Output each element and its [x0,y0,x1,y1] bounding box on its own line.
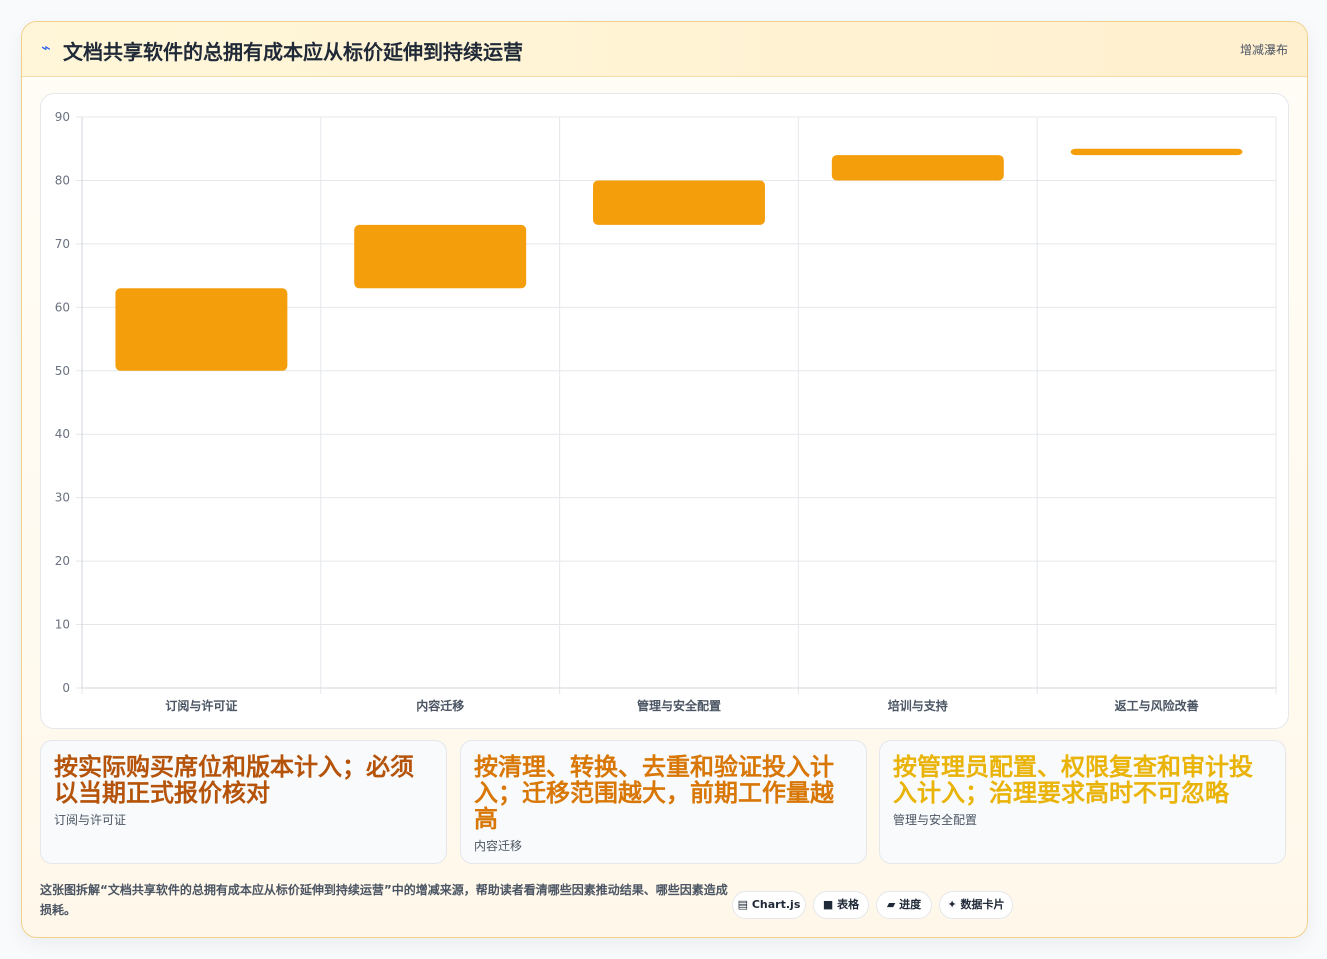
chart-description: 这张图拆解“文档共享软件的总拥有成本应从标价延伸到持续运营”中的增减来源，帮助读… [40,883,728,917]
pill-table[interactable]: ■ 表格 [813,891,869,919]
y-tick-label: 20 [55,554,70,568]
y-tick-label: 40 [55,427,70,441]
chart-panel: ⌁ 文档共享软件的总拥有成本应从标价延伸到持续运营 增减瀑布 0 10 20 30 40… [21,21,1308,938]
waterfall-bar [593,180,765,225]
panel-header: ⌁ 文档共享软件的总拥有成本应从标价延伸到持续运营 增减瀑布 [22,22,1307,77]
chart-card: 0 10 20 30 40 50 60 70 80 90 订阅与许可证 内容迁移 管理与安全配置 培训与支… [40,93,1289,729]
x-tick-label: 管理与安全配置 [637,698,721,713]
feature-pills: ▤ Chart.js ■ 表格 ▰ 进度 ✦ 数据卡片 [732,891,1014,919]
waterfall-chart: 0 10 20 30 40 50 60 70 80 90 订阅与许可证 内容迁移 管理与安全配置 培训与支… [55,110,1277,713]
pill-label: 表格 [837,898,860,911]
pill-label: 数据卡片 [960,898,1005,911]
y-tick-label: 50 [55,364,70,378]
y-tick-label: 90 [55,110,70,124]
data-card: 按管理员配置、权限复查和审计投入计入；治理要求高时不可忽略 管理与安全配置 [879,740,1286,864]
y-tick-label: 60 [55,300,70,314]
pill-chartjs[interactable]: ▤ Chart.js [732,891,806,919]
card-headline-text: 按实际购买席位和版本计入；必须以当期正式报价核对 [54,753,414,807]
x-tick-label: 订阅与许可证 [165,698,237,713]
chart-type-tag: 增减瀑布 [1239,43,1288,57]
card-headline-text: 按清理、转换、去重和验证投入计入；迁移范围越大，前期工作量越高 [474,753,834,833]
card-headline: 按清理、转换、去重和验证投入计入；迁移范围越大，前期工作量越高 内容迁移 [474,754,854,854]
y-tick-label: 0 [62,681,70,695]
chartjs-icon: ▤ [737,898,749,911]
card-label: 内容迁移 [474,839,523,853]
x-tick-label: 内容迁移 [416,698,464,713]
panel-title: 文档共享软件的总拥有成本应从标价延伸到持续运营 [63,40,523,64]
sparkle-icon: ✦ [947,898,957,911]
card-label: 管理与安全配置 [893,813,978,827]
y-tick-label: 80 [55,173,70,187]
data-card: 按清理、转换、去重和验证投入计入；迁移范围越大，前期工作量越高 内容迁移 [460,740,867,864]
waterfall-bar [115,288,288,371]
y-tick-label: 70 [55,237,70,251]
chart-icon: ⌁ [41,38,51,57]
y-tick-label: 30 [55,491,70,505]
data-cards: 按实际购买席位和版本计入；必须以当期正式报价核对 订阅与许可证 按清理、转换、去… [40,740,1287,864]
waterfall-bar [831,155,1004,181]
y-tick-label: 10 [55,618,70,632]
waterfall-bar [354,224,527,289]
card-headline-text: 按管理员配置、权限复查和审计投入计入；治理要求高时不可忽略 [893,753,1253,807]
pill-label: Chart.js [751,898,801,911]
table-icon: ■ [822,898,834,911]
waterfall-bar [1070,148,1243,156]
pill-data-cards[interactable]: ✦ 数据卡片 [939,891,1013,919]
card-headline: 按管理员配置、权限复查和审计投入计入；治理要求高时不可忽略 管理与安全配置 [893,754,1273,828]
pill-label: 进度 [899,898,922,911]
card-label: 订阅与许可证 [54,813,127,827]
x-tick-label: 返工与风险改善 [1115,698,1199,713]
data-card: 按实际购买席位和版本计入；必须以当期正式报价核对 订阅与许可证 [40,740,447,864]
progress-icon: ▰ [886,898,896,911]
card-headline: 按实际购买席位和版本计入；必须以当期正式报价核对 订阅与许可证 [54,754,434,828]
pill-progress[interactable]: ▰ 进度 [876,891,932,919]
x-tick-label: 培训与支持 [888,698,948,713]
